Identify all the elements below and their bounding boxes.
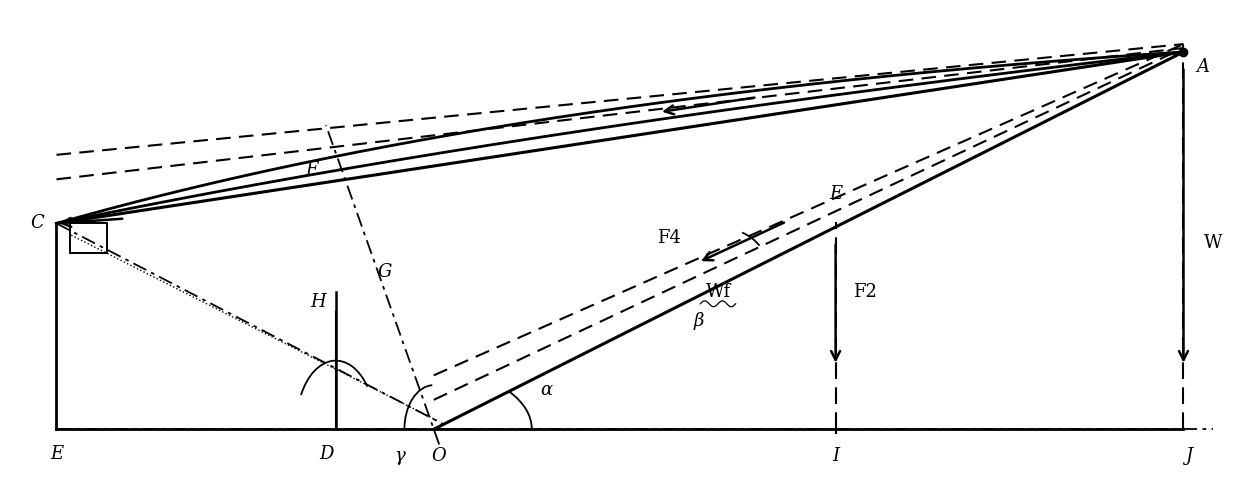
Text: β: β	[693, 312, 703, 330]
Text: F4: F4	[657, 229, 681, 247]
Text: G: G	[378, 264, 392, 282]
Text: E: E	[50, 445, 63, 463]
Text: W: W	[1204, 234, 1223, 252]
Text: A: A	[1197, 58, 1209, 76]
Text: H: H	[310, 293, 326, 311]
Text: F2: F2	[853, 283, 877, 301]
Text: Wf: Wf	[706, 283, 730, 301]
Text: D: D	[319, 445, 334, 463]
Text: E: E	[830, 185, 842, 203]
Bar	[71, 224, 108, 253]
Text: α: α	[541, 381, 553, 399]
Text: γ: γ	[394, 447, 405, 465]
Text: O: O	[432, 447, 446, 465]
Text: F: F	[305, 161, 317, 179]
Text: J: J	[1184, 447, 1192, 465]
Text: I: I	[832, 447, 839, 465]
Text: C: C	[30, 214, 43, 232]
